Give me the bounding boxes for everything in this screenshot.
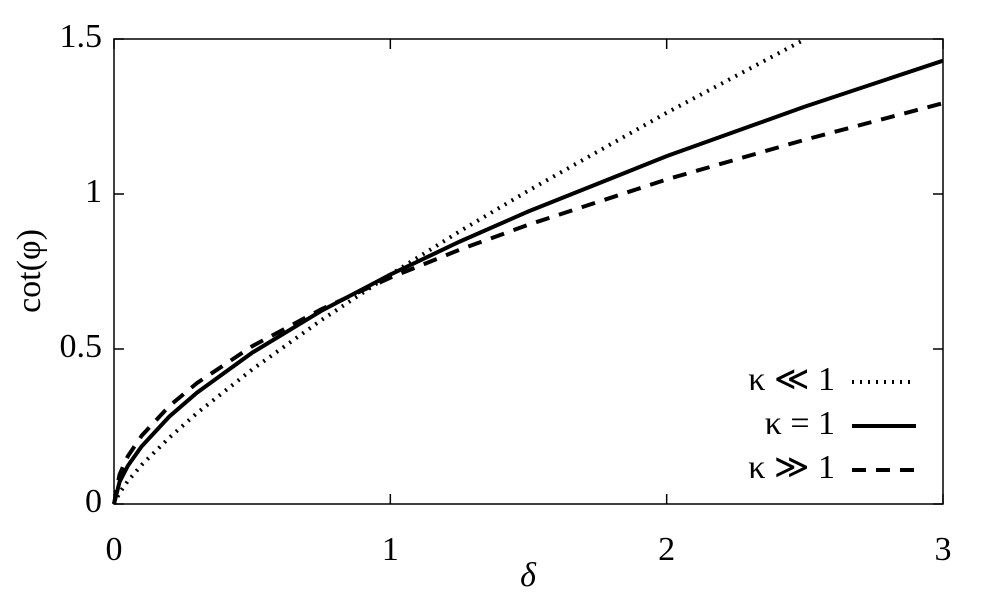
plot-frame [113,38,944,505]
x-tick-label: 3 [935,531,952,568]
y-tick-label: 0.5 [60,328,103,365]
y-axis-label: cot(φ) [11,229,48,313]
series-line [112,58,944,505]
x-tick-label: 2 [658,531,675,568]
series-line [112,101,944,505]
legend-label: κ = 1 [765,405,835,442]
x-tick-label: 1 [382,531,399,568]
y-tick-label: 1.5 [60,18,103,55]
y-tick-label: 1 [85,173,102,210]
y-tick-label: 0 [85,483,102,520]
series-line [112,37,806,505]
legend-label: κ ≪ 1 [748,361,835,398]
x-axis-label: δ [520,557,537,594]
legend-label: κ ≫ 1 [748,449,835,486]
x-tick-label: 0 [106,531,123,568]
